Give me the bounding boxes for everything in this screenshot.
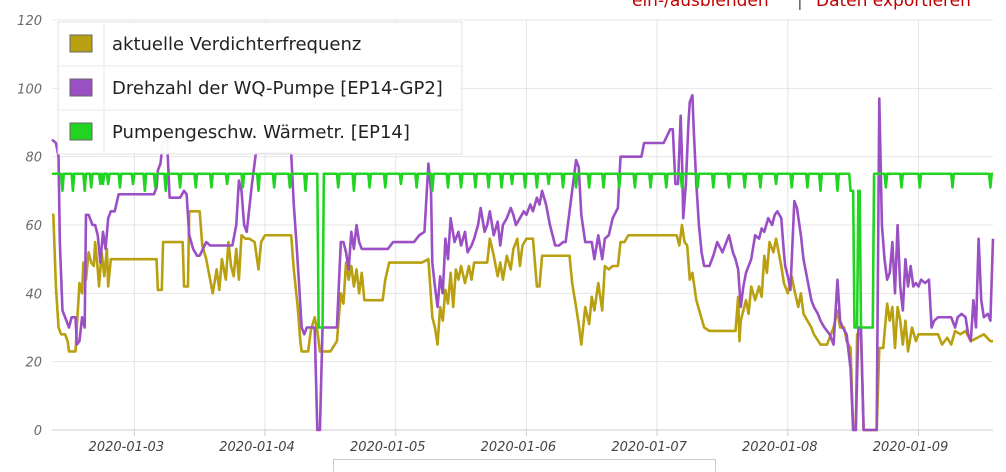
axes: 0 20 40 60 80 100 120 2020-01-03 2020-01-04 2020-… (17, 14, 993, 455)
legend-label-1[interactable]: aktuelle Verdichterfrequenz (112, 34, 361, 55)
export-data-link[interactable]: Daten exportieren (816, 0, 971, 11)
x-tick-label: 2020-01-04 (219, 440, 295, 455)
x-tick-label: 2020-01-06 (481, 440, 557, 455)
grid (52, 19, 993, 430)
x-tick-label: 2020-01-08 (742, 440, 818, 455)
legend-label-3[interactable]: Pumpengeschw. Wärmetr. [EP14] (112, 122, 410, 143)
legend-swatch-1[interactable] (69, 34, 93, 53)
x-tick-label: 2020-01-05 (350, 440, 426, 455)
series-lines (51, 93, 995, 432)
y-tick-label: 0 (34, 424, 42, 439)
range-navigator[interactable] (333, 459, 716, 472)
x-tick-label: 2020-01-03 (89, 440, 165, 455)
toggle-series-link[interactable]: ein-/ausblenden (632, 0, 769, 11)
y-tick-label: 60 (25, 219, 42, 234)
y-tick-label: 40 (25, 287, 42, 302)
legend-swatch-2[interactable] (69, 78, 93, 97)
x-tick-label: 2020-01-09 (873, 440, 949, 455)
legend-box (57, 21, 463, 155)
x-tick-label: 2020-01-07 (611, 440, 687, 455)
link-separator: | (797, 0, 803, 11)
y-tick-label: 100 (17, 82, 42, 97)
y-tick-label: 20 (25, 356, 42, 371)
legend-swatch-3[interactable] (69, 122, 93, 141)
series-line-3 (52, 172, 993, 329)
y-tick-label: 80 (25, 151, 42, 166)
y-tick-label: 120 (17, 14, 42, 29)
legend-label-2[interactable]: Drehzahl der WQ-Pumpe [EP14-GP2] (112, 78, 443, 99)
series-line-2 (51, 93, 995, 432)
legend: aktuelle Verdichterfrequenz Drehzahl der … (57, 21, 463, 155)
